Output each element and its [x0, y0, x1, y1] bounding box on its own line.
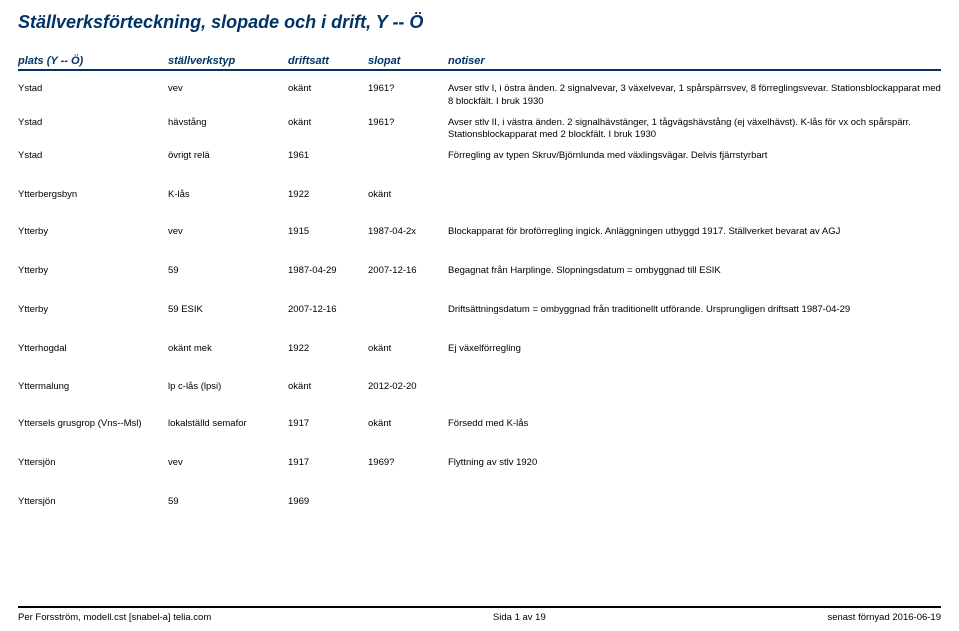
cell-plats: Ystad — [18, 148, 168, 161]
cell-typ: K-lås — [168, 187, 288, 200]
header-notiser: notiser — [448, 55, 941, 67]
cell-drift: 1987-04-29 — [288, 263, 368, 276]
table-group: YtterbergsbynK-lås1922okänt — [18, 187, 941, 200]
table-row: Ystadövrigt relä1961 Förregling av typen … — [18, 148, 941, 163]
table-row: Ystadvevokänt1961?Avser stlv I, i östra … — [18, 81, 941, 109]
cell-drift: 1961 — [288, 148, 368, 161]
table-row: Yttermalunglp c-lås (lpsi)okänt2012-02-2… — [18, 379, 941, 392]
cell-drift: 1915 — [288, 224, 368, 237]
cell-typ: 59 — [168, 263, 288, 276]
table-row: Yttersels grusgrop (Vns--Msl)lokalställd… — [18, 416, 941, 431]
table-row: Ystadhävstångokänt1961?Avser stlv II, i … — [18, 115, 941, 143]
cell-notiser — [448, 494, 941, 496]
cell-notiser: Driftsättningsdatum = ombyggnad från tra… — [448, 302, 941, 317]
cell-slopat — [368, 302, 448, 304]
table-header: plats (Y -- Ö) ställverkstyp driftsatt s… — [18, 55, 941, 71]
footer-left: Per Forsström, modell.cst [snabel-a] tel… — [18, 612, 211, 623]
table-group: Ytterbyvev19151987-04-2xBlockapparat för… — [18, 224, 941, 239]
footer-center: Sida 1 av 19 — [493, 612, 546, 623]
cell-typ: vev — [168, 455, 288, 468]
cell-plats: Yttermalung — [18, 379, 168, 392]
table-group: Ystadvevokänt1961?Avser stlv I, i östra … — [18, 81, 941, 163]
cell-notiser: Förregling av typen Skruv/Björnlunda med… — [448, 148, 941, 163]
header-drift: driftsatt — [288, 55, 368, 67]
cell-notiser: Ej växelförregling — [448, 341, 941, 356]
cell-typ: 59 ESIK — [168, 302, 288, 315]
cell-drift: 1922 — [288, 341, 368, 354]
table-group: Yttersjönvev19171969?Flyttning av stlv 1… — [18, 455, 941, 470]
cell-typ: lp c-lås (lpsi) — [168, 379, 288, 392]
footer-right: senast förnyad 2016-06-19 — [827, 612, 941, 623]
cell-plats: Ystad — [18, 115, 168, 128]
cell-slopat: 1961? — [368, 81, 448, 94]
cell-notiser — [448, 379, 941, 381]
cell-typ: okänt mek — [168, 341, 288, 354]
cell-notiser: Blockapparat för broförregling ingick. A… — [448, 224, 941, 239]
cell-notiser: Begagnat från Harplinge. Slopningsdatum … — [448, 263, 941, 278]
cell-plats: Ytterby — [18, 224, 168, 237]
table-row: Yttersjön591969 — [18, 494, 941, 507]
table-group: Yttersjön591969 — [18, 494, 941, 507]
cell-typ: hävstång — [168, 115, 288, 128]
cell-drift: 1917 — [288, 416, 368, 429]
cell-slopat: 1969? — [368, 455, 448, 468]
cell-notiser: Avser stlv II, i västra änden. 2 signalh… — [448, 115, 941, 143]
cell-plats: Yttersjön — [18, 494, 168, 507]
table-group: Yttermalunglp c-lås (lpsi)okänt2012-02-2… — [18, 379, 941, 392]
cell-drift: 1917 — [288, 455, 368, 468]
cell-plats: Ystad — [18, 81, 168, 94]
cell-drift: okänt — [288, 379, 368, 392]
page-title: Ställverksförteckning, slopade och i dri… — [18, 12, 941, 33]
table-row: Ytterbyvev19151987-04-2xBlockapparat för… — [18, 224, 941, 239]
cell-slopat: 1987-04-2x — [368, 224, 448, 237]
table-group: Ytterby591987-04-292007-12-16Begagnat fr… — [18, 263, 941, 278]
cell-plats: Ytterby — [18, 302, 168, 315]
table-row: Yttersjönvev19171969?Flyttning av stlv 1… — [18, 455, 941, 470]
page-footer: Per Forsström, modell.cst [snabel-a] tel… — [18, 606, 941, 623]
table-group: Yttersels grusgrop (Vns--Msl)lokalställd… — [18, 416, 941, 431]
cell-slopat — [368, 148, 448, 150]
cell-plats: Ytterhogdal — [18, 341, 168, 354]
cell-drift: 1969 — [288, 494, 368, 507]
cell-notiser: Avser stlv I, i östra änden. 2 signalvev… — [448, 81, 941, 109]
cell-plats: Yttersels grusgrop (Vns--Msl) — [18, 416, 168, 429]
table-row: Ytterhogdalokänt mek1922okäntEj växelför… — [18, 341, 941, 356]
cell-drift: 1922 — [288, 187, 368, 200]
header-typ: ställverkstyp — [168, 55, 288, 67]
cell-typ: lokalställd semafor — [168, 416, 288, 429]
header-slopat: slopat — [368, 55, 448, 67]
cell-plats: Yttersjön — [18, 455, 168, 468]
table-row: Ytterby59 ESIK2007-12-16 Driftsättningsda… — [18, 302, 941, 317]
cell-plats: Ytterbergsbyn — [18, 187, 168, 200]
cell-notiser: Försedd med K-lås — [448, 416, 941, 431]
cell-slopat: 2007-12-16 — [368, 263, 448, 276]
table-body: Ystadvevokänt1961?Avser stlv I, i östra … — [18, 81, 941, 507]
table-group: Ytterby59 ESIK2007-12-16 Driftsättningsda… — [18, 302, 941, 317]
cell-slopat: 2012-02-20 — [368, 379, 448, 392]
cell-typ: vev — [168, 224, 288, 237]
cell-notiser — [448, 187, 941, 189]
cell-drift: okänt — [288, 115, 368, 128]
cell-slopat: okänt — [368, 341, 448, 354]
table-row: YtterbergsbynK-lås1922okänt — [18, 187, 941, 200]
cell-notiser: Flyttning av stlv 1920 — [448, 455, 941, 470]
cell-slopat: okänt — [368, 416, 448, 429]
cell-slopat — [368, 494, 448, 496]
cell-slopat: okänt — [368, 187, 448, 200]
cell-typ: vev — [168, 81, 288, 94]
cell-drift: okänt — [288, 81, 368, 94]
cell-typ: 59 — [168, 494, 288, 507]
cell-drift: 2007-12-16 — [288, 302, 368, 315]
header-plats: plats (Y -- Ö) — [18, 55, 168, 67]
cell-slopat: 1961? — [368, 115, 448, 128]
table-group: Ytterhogdalokänt mek1922okäntEj växelför… — [18, 341, 941, 356]
cell-plats: Ytterby — [18, 263, 168, 276]
table-row: Ytterby591987-04-292007-12-16Begagnat fr… — [18, 263, 941, 278]
cell-typ: övrigt relä — [168, 148, 288, 161]
